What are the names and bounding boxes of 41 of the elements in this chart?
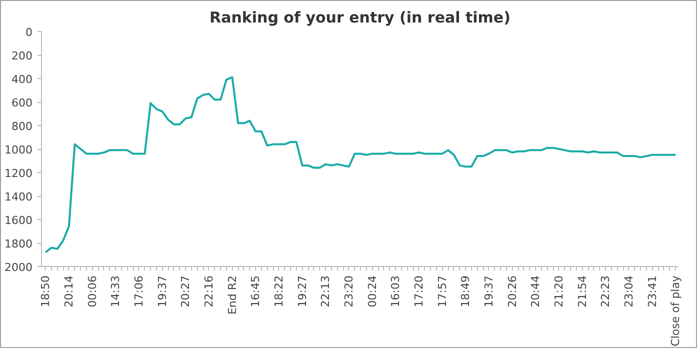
- x-tick-label: 00:24: [366, 275, 379, 308]
- x-tick-label: 18:49: [459, 275, 472, 308]
- x-tick-label: 23:41: [646, 275, 659, 308]
- y-tick-label: 1600: [4, 214, 33, 227]
- x-tick-label: 19:37: [482, 275, 496, 308]
- x-tick-label: 14:33: [109, 275, 122, 308]
- y-tick-label: 1400: [4, 190, 33, 204]
- x-tick-label: 19:37: [156, 275, 169, 308]
- x-tick-label: 21:54: [576, 275, 589, 308]
- x-tick-label: 20:14: [62, 275, 76, 308]
- y-tick-label: 2000: [4, 261, 33, 274]
- y-tick-label: 800: [12, 120, 33, 133]
- x-tick-label: 18:22: [272, 275, 286, 308]
- x-tick-label: 23:20: [342, 275, 356, 308]
- x-tick-label: 17:20: [412, 275, 426, 308]
- y-tick-label: 1800: [4, 238, 33, 250]
- y-tick-label: 400: [12, 73, 33, 86]
- chart-title: Ranking of your entry (in real time): [210, 8, 510, 26]
- x-tick-label: 16:45: [249, 275, 262, 308]
- x-tick-label: 17:57: [436, 275, 449, 308]
- x-tick-label: 22:23: [599, 275, 612, 308]
- x-tick-label: Close of play: [669, 275, 682, 346]
- x-tick-label: 21:20: [552, 275, 566, 308]
- x-tick-label: 00:06: [86, 275, 99, 308]
- x-tick-label: 20:44: [529, 275, 542, 308]
- x-tick-label: 22:13: [319, 275, 332, 308]
- y-tick-label: 0: [26, 26, 32, 39]
- x-tick-label: 18:50: [39, 275, 52, 308]
- y-tick-label: 600: [12, 96, 33, 110]
- y-tick-label: 1200: [4, 167, 33, 180]
- x-tick-label: 20:26: [506, 275, 519, 308]
- y-tick-label: 1000: [4, 144, 33, 156]
- y-tick-label: 200: [12, 50, 33, 62]
- x-tick-label: 22:16: [202, 275, 216, 308]
- x-tick-label: 19:27: [296, 275, 309, 308]
- x-tick-label: 23:04: [622, 275, 636, 308]
- x-tick-label: 16:03: [389, 275, 402, 308]
- x-tick-label: End R2: [226, 275, 239, 315]
- x-tick-label: 17:06: [132, 275, 146, 308]
- line-series: [44, 76, 677, 254]
- x-tick-label: 20:27: [179, 275, 192, 308]
